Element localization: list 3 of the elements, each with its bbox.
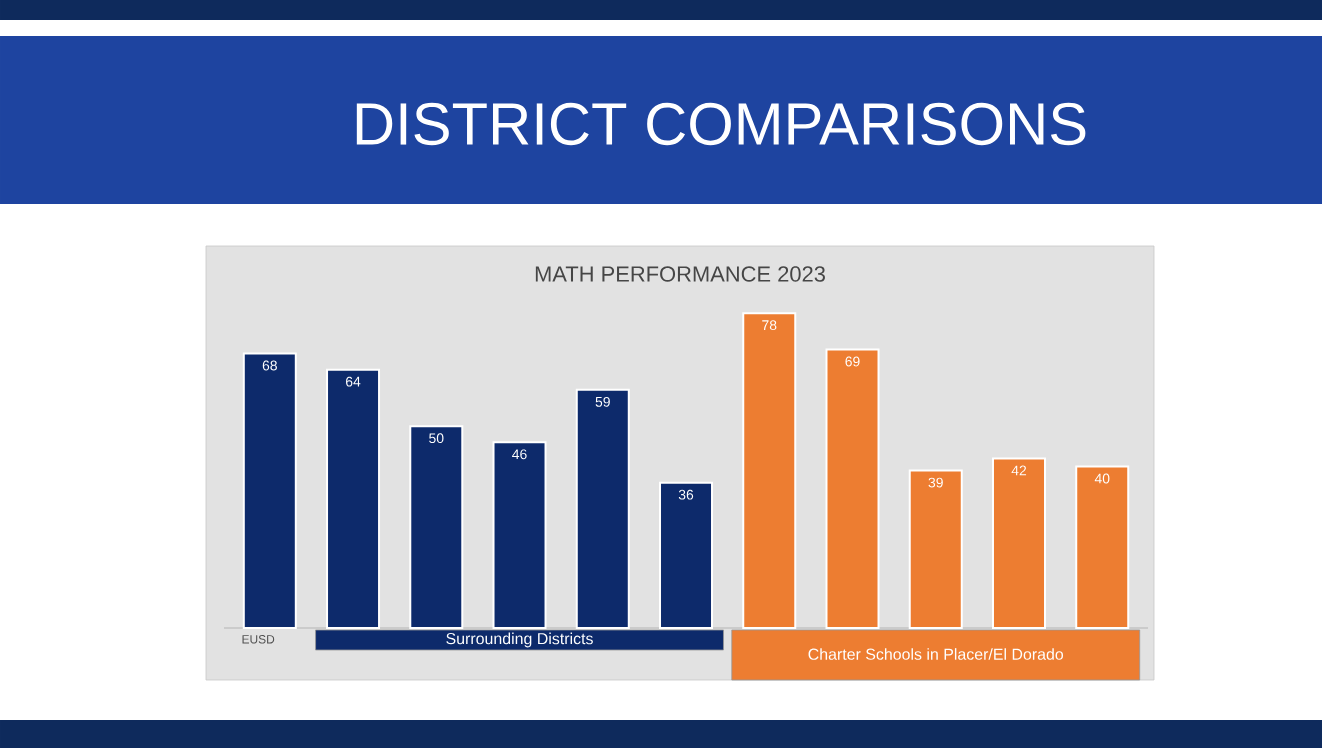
bar xyxy=(242,352,297,629)
chart-title: DISTRICT COMPARISONS xyxy=(356,102,1086,146)
chart-subtitle: MATH PERFORMANCE 2023 xyxy=(535,266,825,282)
